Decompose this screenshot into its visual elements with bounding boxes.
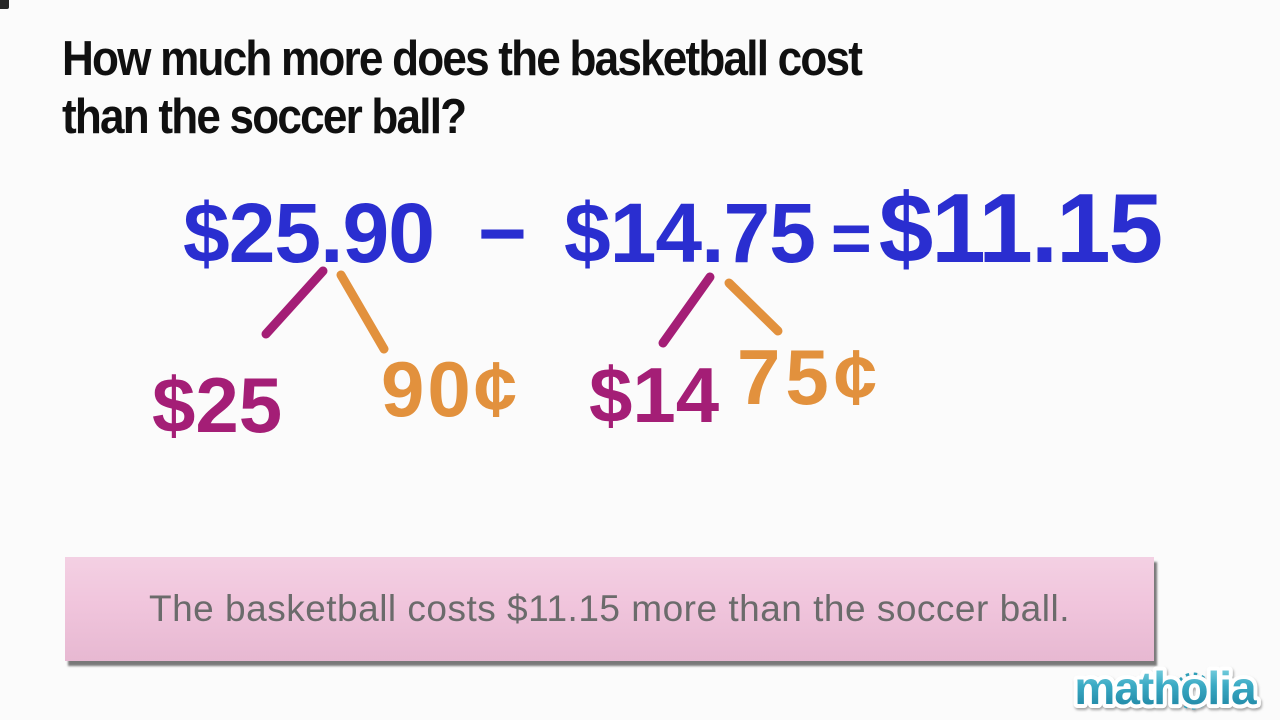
answer-box: The basketball costs $11.15 more than th… bbox=[65, 557, 1154, 661]
minus-operator: − bbox=[477, 186, 527, 280]
logo-text: matholia bbox=[1074, 662, 1257, 714]
result-value: $11.15 bbox=[878, 173, 1163, 283]
cents-part-second: 75¢ bbox=[737, 333, 883, 421]
dollars-part-first: $25 bbox=[152, 361, 283, 449]
subtraction-equation: $25.90 − $14.75 = $11.15 bbox=[183, 172, 1163, 285]
branch-line-cents-first bbox=[336, 270, 389, 354]
question-title-line1: How much more does the basketball cost bbox=[62, 32, 863, 86]
minuend-value: $25.90 bbox=[183, 186, 435, 280]
question-title-line2: than the soccer ball? bbox=[62, 90, 467, 144]
branch-line-cents-second bbox=[724, 278, 783, 336]
branch-line-dollars-second bbox=[658, 272, 715, 348]
dollars-part-second: $14 bbox=[589, 351, 720, 439]
subtrahend-value: $14.75 bbox=[563, 186, 816, 280]
cents-part-first: 90¢ bbox=[381, 345, 521, 433]
question-title: How much more does the basketball cost t… bbox=[62, 30, 863, 146]
matholia-logo: matholia bbox=[1070, 660, 1262, 718]
corner-artifact bbox=[0, 0, 9, 9]
answer-sentence: The basketball costs $11.15 more than th… bbox=[149, 588, 1070, 629]
gear-icon bbox=[1174, 672, 1212, 710]
equals-sign: = bbox=[830, 199, 872, 277]
